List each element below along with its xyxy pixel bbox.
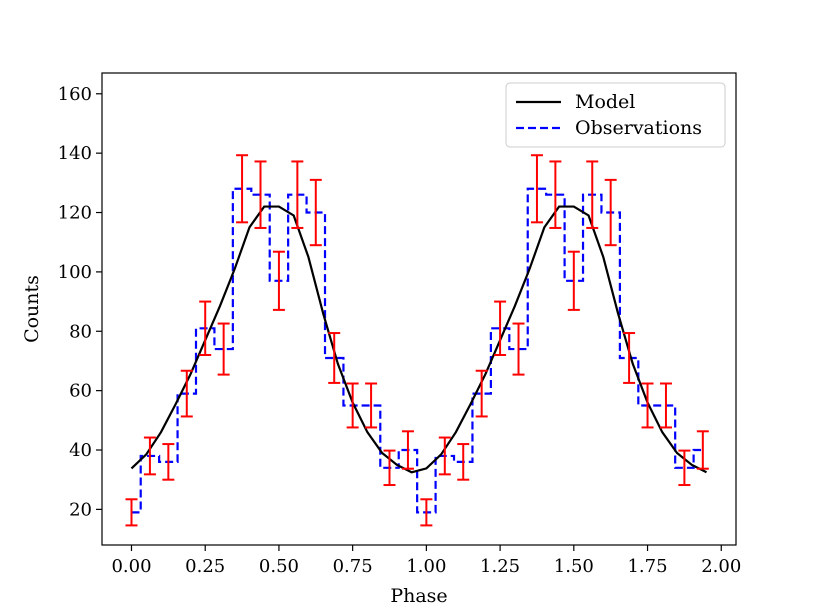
errorbar [604, 178, 617, 247]
x-axis-label: Phase [390, 585, 447, 607]
errorbar [365, 382, 378, 429]
legend: Model Observations [505, 82, 726, 148]
errorbar [309, 178, 322, 247]
model-line [130, 205, 708, 474]
y-tick-label: 80 [69, 321, 92, 342]
errorbar [623, 332, 636, 384]
errorbar [254, 160, 267, 229]
errorbar [438, 436, 451, 476]
y-tick-label: 40 [69, 440, 92, 461]
x-tick-label: 0.00 [111, 556, 151, 577]
observations-step-line [131, 187, 703, 514]
errorbar [401, 430, 414, 470]
x-tick-label: 0.75 [333, 556, 373, 577]
y-axis-ticks: 20 40 60 80 100 120 140 160 [58, 84, 102, 520]
errorbar [199, 300, 212, 357]
errorbar [567, 250, 580, 311]
x-tick-label: 1.00 [406, 556, 446, 577]
x-axis-ticks: 0.00 0.25 0.50 0.75 1.00 1.25 1.50 1.75 2.00 [111, 545, 741, 577]
errorbar [420, 498, 433, 527]
errorbar [512, 322, 525, 376]
x-tick-label: 0.50 [259, 556, 299, 577]
errorbar [530, 154, 543, 224]
errorbar [549, 160, 562, 229]
errorbar [346, 382, 359, 429]
y-tick-label: 160 [58, 84, 92, 105]
legend-model-label: Model [575, 91, 635, 113]
errorbar [162, 443, 175, 481]
errorbar [125, 498, 138, 527]
y-tick-label: 20 [69, 499, 92, 520]
x-tick-label: 2.00 [701, 556, 741, 577]
errorbar [272, 250, 285, 311]
y-tick-label: 140 [58, 143, 92, 164]
errorbar [291, 160, 304, 229]
errorbar [475, 369, 488, 418]
y-tick-label: 100 [58, 262, 92, 283]
errorbar [678, 449, 691, 487]
errorbar [659, 382, 672, 429]
plot-area [125, 154, 709, 527]
errorbar [457, 443, 470, 481]
legend-observations-label: Observations [575, 117, 702, 139]
axes-frame [101, 72, 737, 546]
errorbar [696, 430, 709, 470]
errorbar [328, 332, 341, 384]
y-tick-label: 120 [58, 203, 92, 224]
x-tick-label: 1.75 [627, 556, 667, 577]
errorbar [217, 322, 230, 376]
errorbar [641, 382, 654, 429]
y-tick-label: 60 [69, 381, 92, 402]
errorbar [494, 300, 507, 357]
x-tick-label: 1.25 [480, 556, 520, 577]
errorbar [236, 154, 249, 224]
errorbar [143, 436, 156, 476]
errorbar [180, 369, 193, 418]
errorbar [586, 160, 599, 229]
y-axis-label: Counts [21, 275, 43, 343]
x-tick-label: 0.25 [185, 556, 225, 577]
legend-box [505, 82, 726, 148]
errorbar [383, 449, 396, 487]
x-tick-label: 1.50 [554, 556, 594, 577]
